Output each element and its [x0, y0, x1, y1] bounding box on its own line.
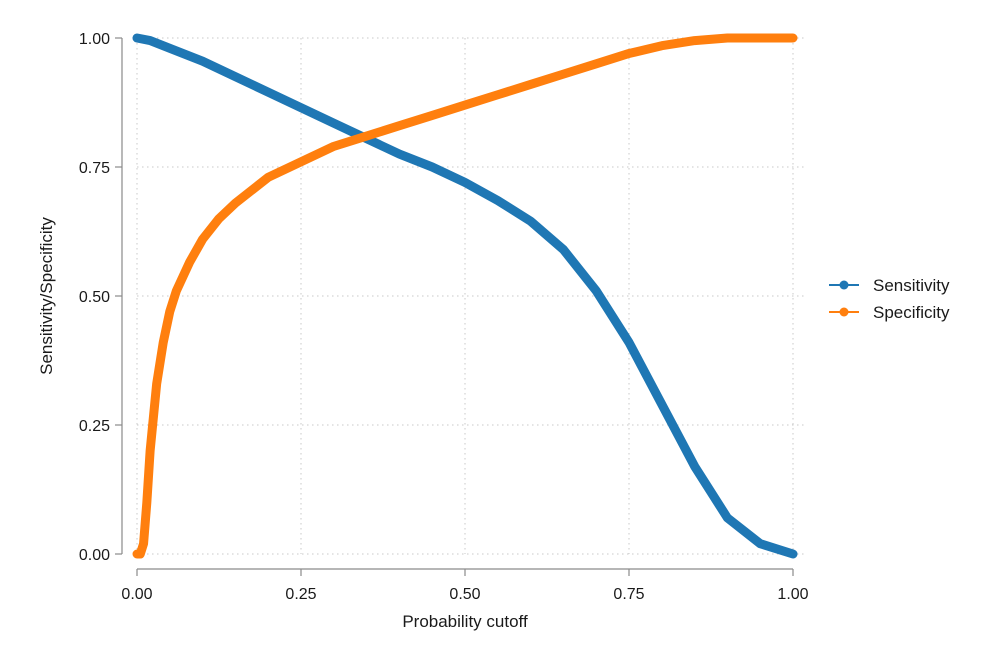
series-line-sensitivity: [132, 33, 798, 559]
legend-label-sensitivity: Sensitivity: [873, 276, 950, 295]
x-tick-label-3: 0.75: [613, 586, 644, 603]
y-tick-label-4: 1.00: [79, 31, 110, 48]
y-axis-title: Sensitivity/Specificity: [37, 217, 56, 375]
grid: [136, 37, 805, 555]
y-tick-label-3: 0.75: [79, 160, 110, 177]
legend-marker-sensitivity: [839, 280, 849, 290]
legend-label-specificity: Specificity: [873, 303, 950, 322]
x-tick-label-1: 0.25: [285, 586, 316, 603]
x-tick-label-4: 1.00: [777, 586, 808, 603]
x-tick-label-2: 0.50: [449, 586, 480, 603]
x-axis-title: Probability cutoff: [402, 612, 528, 631]
axes: 0.00 0.25 0.50 0.75 1.00 0.00 0.25 0.50 0.75 1.00: [79, 31, 809, 603]
legend-marker-specificity: [839, 307, 849, 317]
x-tick-label-0: 0.00: [121, 586, 152, 603]
legend: Sensitivity Specificity: [829, 276, 950, 322]
series-line-specificity: [132, 33, 798, 559]
y-tick-label-1: 0.25: [79, 418, 110, 435]
series: [132, 33, 798, 559]
y-tick-label-0: 0.00: [79, 547, 110, 564]
y-tick-label-2: 0.50: [79, 289, 110, 306]
